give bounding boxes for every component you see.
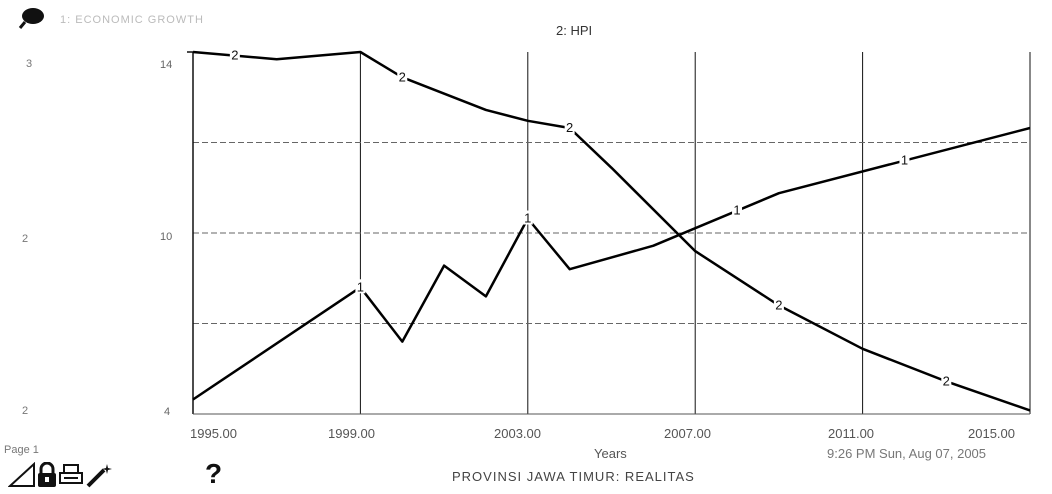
series-1-marker-bg xyxy=(732,202,743,217)
page-label: Page 1 xyxy=(4,444,39,456)
x-tick-label: 1999.00 xyxy=(328,426,375,441)
series-1-marker-bg xyxy=(899,152,910,167)
y2-tick-label: 4 xyxy=(164,406,171,418)
model-subtitle: PROVINSI JAWA TIMUR: REALITAS xyxy=(452,469,695,484)
x-tick-label: 2015.00 xyxy=(968,426,1015,441)
series-2-marker: 2 xyxy=(943,373,950,388)
series-1-line xyxy=(192,126,1031,401)
legend-series-1: 1: ECONOMIC GROWTH xyxy=(60,14,204,26)
page-corner-icon[interactable] xyxy=(8,462,36,488)
series-2-marker: 2 xyxy=(399,69,406,84)
series-1-marker: 1 xyxy=(357,279,364,294)
y2-tick-label: 14 xyxy=(160,59,173,71)
series-2-marker: 2 xyxy=(231,48,238,63)
magnifier-icon[interactable] xyxy=(18,6,46,35)
series-2-marker-bg xyxy=(397,69,408,84)
x-tick-label: 2011.00 xyxy=(828,426,875,441)
series-1-marker-bg xyxy=(522,210,533,225)
series-2-marker: 2 xyxy=(566,120,573,135)
y1-tick-label: 3 xyxy=(26,58,33,70)
series-2-marker-bg xyxy=(941,373,952,388)
series-2-marker-bg xyxy=(773,297,784,312)
series-1-marker: 1 xyxy=(524,211,531,226)
printer-icon[interactable] xyxy=(58,462,84,488)
y1-tick-label: 2 xyxy=(22,233,29,245)
x-tick-label: 2003.00 xyxy=(494,426,541,441)
lock-icon[interactable] xyxy=(37,462,57,488)
series-2-line xyxy=(192,50,1031,412)
y2-tick-label: 10 xyxy=(160,231,173,243)
series-1-marker-bg xyxy=(355,279,366,294)
series-1-marker: 1 xyxy=(901,153,908,168)
help-button[interactable]: ? xyxy=(205,458,223,489)
magic-wand-icon[interactable] xyxy=(85,462,115,488)
series-2-marker-bg xyxy=(229,47,240,62)
y1-tick-label: 2 xyxy=(22,405,29,417)
x-tick-label: 2007.00 xyxy=(664,426,711,441)
x-tick-label: 1995.00 xyxy=(190,426,237,441)
timestamp: 9:26 PM Sun, Aug 07, 2005 xyxy=(827,446,987,461)
series-1-marker: 1 xyxy=(733,203,740,218)
x-axis-label: Years xyxy=(594,446,627,461)
series-2-marker: 2 xyxy=(775,297,782,312)
legend-series-2: 2: HPI xyxy=(556,23,593,38)
series-2-marker-bg xyxy=(564,120,575,135)
